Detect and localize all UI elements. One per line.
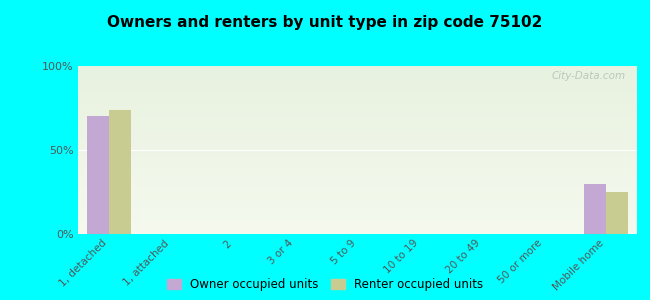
Bar bbox=[584, 184, 606, 234]
Legend: Owner occupied units, Renter occupied units: Owner occupied units, Renter occupied un… bbox=[167, 278, 483, 291]
Bar bbox=[606, 192, 628, 234]
Text: City-Data.com: City-Data.com bbox=[552, 71, 626, 81]
Bar bbox=[87, 116, 109, 234]
Bar bbox=[109, 110, 131, 234]
Text: Owners and renters by unit type in zip code 75102: Owners and renters by unit type in zip c… bbox=[107, 15, 543, 30]
